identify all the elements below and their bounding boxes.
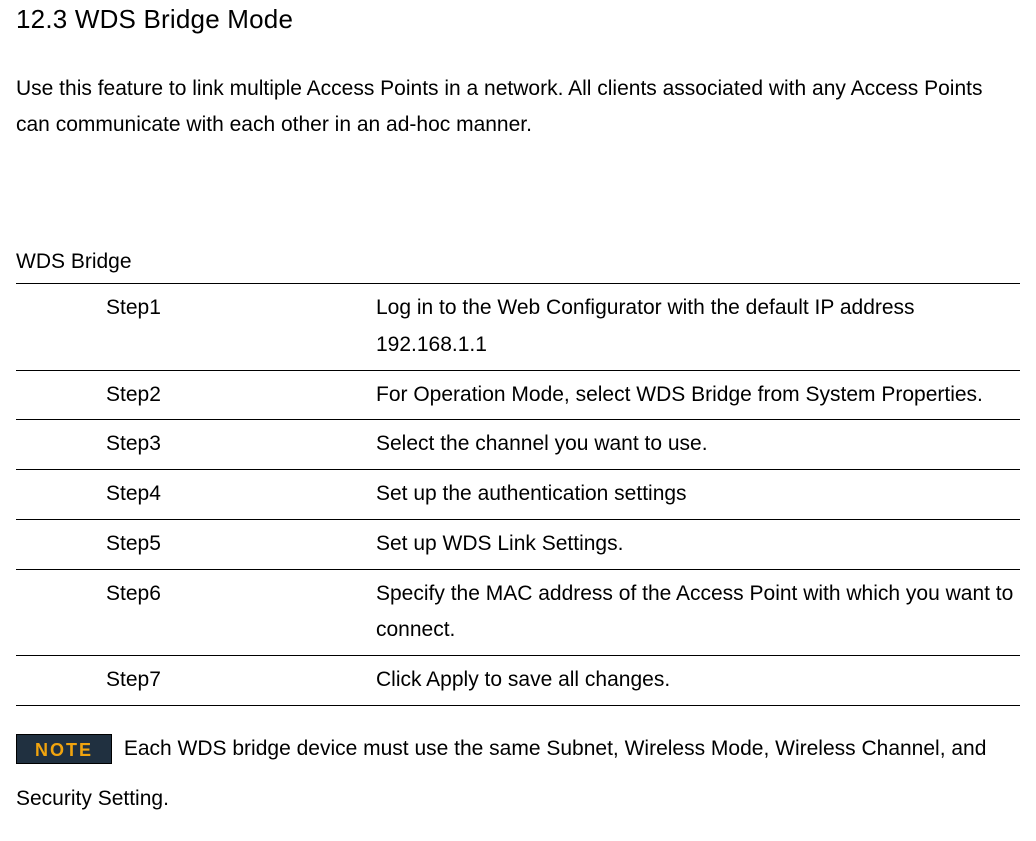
- step-label: Step3: [16, 420, 376, 470]
- step-description: Specify the MAC address of the Access Po…: [376, 569, 1020, 656]
- note-text: Each WDS bridge device must use the same…: [16, 737, 986, 810]
- step-label: Step4: [16, 470, 376, 520]
- step-label: Step2: [16, 370, 376, 420]
- table-row: Step7 Click Apply to save all changes.: [16, 656, 1020, 706]
- table-row: Step5 Set up WDS Link Settings.: [16, 519, 1020, 569]
- section-heading: 12.3 WDS Bridge Mode: [16, 4, 1020, 35]
- note-block: NOTE Each WDS bridge device must use the…: [16, 724, 1020, 825]
- table-row: Step3 Select the channel you want to use…: [16, 420, 1020, 470]
- note-badge: NOTE: [16, 734, 112, 764]
- step-description: Set up the authentication settings: [376, 470, 1020, 520]
- step-description: For Operation Mode, select WDS Bridge fr…: [376, 370, 1020, 420]
- step-description: Set up WDS Link Settings.: [376, 519, 1020, 569]
- table-row: Step4 Set up the authentication settings: [16, 470, 1020, 520]
- step-label: Step6: [16, 569, 376, 656]
- table-caption: WDS Bridge: [16, 250, 132, 273]
- step-label: Step7: [16, 656, 376, 706]
- table-row: Step2 For Operation Mode, select WDS Bri…: [16, 370, 1020, 420]
- intro-paragraph: Use this feature to link multiple Access…: [16, 71, 1020, 142]
- step-label: Step1: [16, 284, 376, 371]
- step-description: Log in to the Web Configurator with the …: [376, 284, 1020, 371]
- step-description: Select the channel you want to use.: [376, 420, 1020, 470]
- step-description: Click Apply to save all changes.: [376, 656, 1020, 706]
- step-label: Step5: [16, 519, 376, 569]
- table-row: Step1 Log in to the Web Configurator wit…: [16, 284, 1020, 371]
- table-row: Step6 Specify the MAC address of the Acc…: [16, 569, 1020, 656]
- steps-table: WDS Bridge Step1 Log in to the Web Confi…: [16, 238, 1020, 706]
- table-caption-row: WDS Bridge: [16, 238, 1020, 283]
